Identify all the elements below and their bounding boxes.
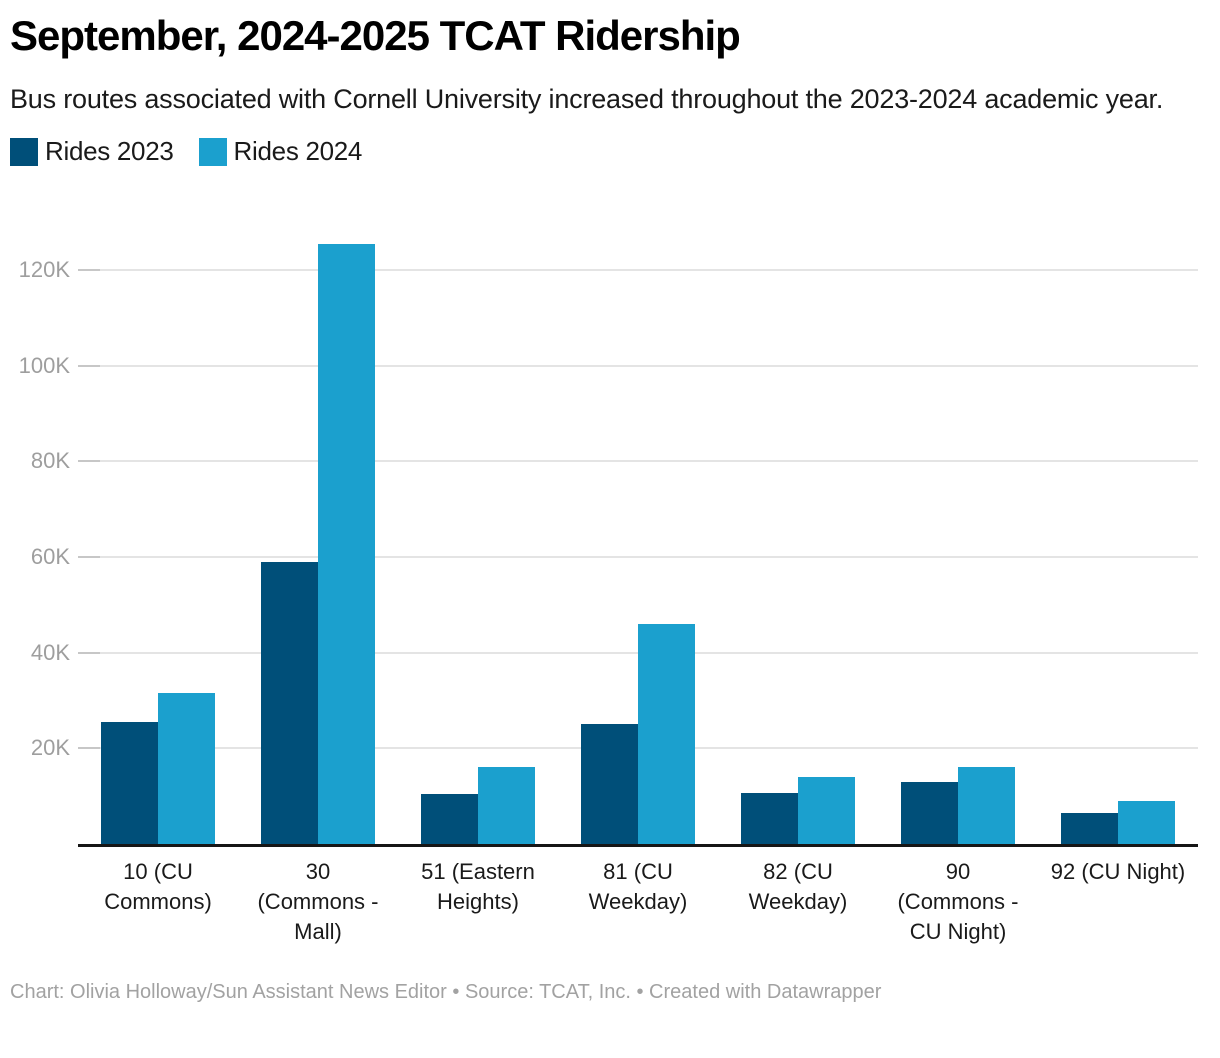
bar-rides-2024-90-commons-cu-night[interactable] <box>958 766 1015 844</box>
y-tick-label: 80K <box>30 448 70 474</box>
bar-rides-2023-92-cu-night[interactable] <box>1061 813 1118 844</box>
legend-label: Rides 2023 <box>45 136 174 166</box>
y-tick-label: 120K <box>18 256 70 282</box>
chart-title: September, 2024-2025 TCAT Ridership <box>10 12 741 59</box>
bar-rides-2023-81-cu-weekday[interactable] <box>581 723 638 844</box>
x-axis-labels: 10 (CU Commons) 30 (Commons - Mall) 51 (Ea… <box>78 847 1198 947</box>
bar-rides-2024-30-commons-mall[interactable] <box>318 243 375 844</box>
bar-group-90-commons-cu-night <box>878 766 1038 844</box>
x-tick-label-90-commons-cu-night: 90 (Commons - CU Night) <box>897 859 1019 944</box>
x-tick-label-10-cu-commons: 10 (CU Commons) <box>104 859 212 914</box>
legend: Rides 2023 Rides 2024 <box>10 136 1206 167</box>
gridline-120k: 120K <box>19 257 1198 282</box>
bar-group-30-commons-mall <box>238 243 398 844</box>
gridline-80k: 80K <box>31 448 1198 473</box>
gridline-60k: 60K <box>31 544 1198 569</box>
bar-rides-2023-10-cu-commons[interactable] <box>101 722 158 844</box>
y-tick-label: 20K <box>30 735 70 761</box>
bar-group-92-cu-night <box>1038 801 1198 844</box>
y-tick-label: 60K <box>30 543 70 569</box>
x-tick-label-81-cu-weekday: 81 (CU Weekday) <box>588 859 688 914</box>
y-tick-label: 40K <box>30 639 70 665</box>
bar-rides-2024-82-cu-weekday[interactable] <box>798 776 855 844</box>
x-tick-label-30-commons-mall: 30 (Commons - Mall) <box>257 859 379 944</box>
bar-rides-2024-10-cu-commons[interactable] <box>158 692 215 844</box>
legend-label: Rides 2024 <box>233 136 363 166</box>
legend-swatch-rides-2023 <box>10 137 38 166</box>
x-tick-label-82-cu-weekday: 82 (CU Weekday) <box>748 859 848 914</box>
bar-group-51-eastern-heights <box>398 767 558 844</box>
bar-rides-2023-82-cu-weekday[interactable] <box>741 792 798 844</box>
bar-groups <box>78 234 1198 844</box>
x-axis-baseline <box>78 844 1198 847</box>
x-tick-label-92-cu-night: 92 (CU Night) <box>1050 859 1186 884</box>
bar-rides-2023-30-commons-mall[interactable] <box>261 561 318 844</box>
bar-group-81-cu-weekday <box>558 623 718 844</box>
bar-rides-2023-51-eastern-heights[interactable] <box>421 793 478 844</box>
y-tick-label: 100K <box>18 352 70 378</box>
x-tick-label-51-eastern-heights: 51 (Eastern Heights) <box>421 859 535 914</box>
bar-group-10-cu-commons <box>78 692 238 844</box>
legend-swatch-rides-2024 <box>198 137 227 166</box>
plot-area: 20K 40K 60K 80K 100K 120K <box>19 234 1198 844</box>
bar-rides-2024-81-cu-weekday[interactable] <box>638 623 695 844</box>
chart-footer: Chart: Olivia Holloway/Sun Assistant New… <box>10 981 882 1003</box>
legend-item-rides-2024: Rides 2024 <box>198 136 363 167</box>
bar-group-82-cu-weekday <box>718 776 878 844</box>
bar-rides-2024-92-cu-night[interactable] <box>1118 801 1175 844</box>
bar-rides-2023-90-commons-cu-night[interactable] <box>901 782 958 844</box>
legend-item-rides-2023: Rides 2023 <box>10 136 174 167</box>
gridline-100k: 100K <box>19 353 1198 378</box>
bar-rides-2024-51-eastern-heights[interactable] <box>478 767 535 844</box>
chart-subtitle: Bus routes associated with Cornell Unive… <box>10 84 1164 114</box>
